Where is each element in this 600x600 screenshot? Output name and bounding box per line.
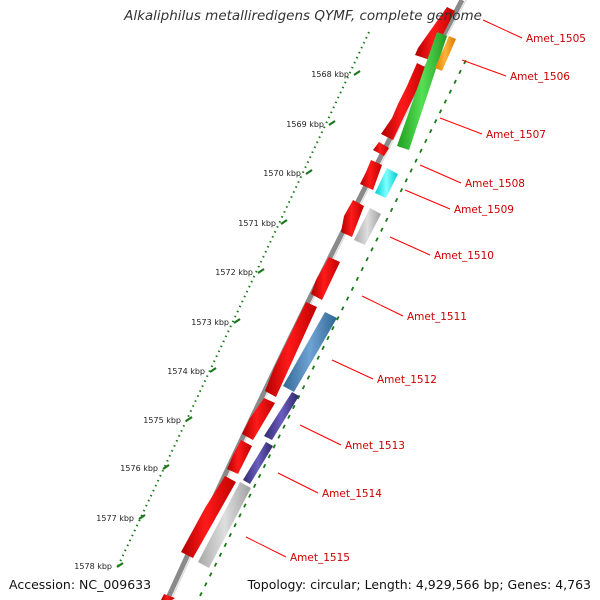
cds-arrow — [227, 440, 252, 474]
accession-label: Accession: NC_009633 — [9, 577, 152, 592]
tick-label: 1570 kbp — [263, 169, 301, 178]
leader-line — [419, 164, 462, 184]
gene-label: Amet_1508 — [465, 178, 525, 190]
tick-label: 1574 kbp — [167, 367, 205, 376]
cds-arrows — [161, 7, 455, 600]
tick-marks: 1568 kbp 1569 kbp 1570 kbp 1571 kbp 1572 kbp… — [74, 70, 361, 571]
leader-line — [461, 59, 507, 77]
tick-label: 1573 kbp — [191, 318, 229, 327]
feature-gray — [354, 208, 381, 245]
cds-arrow — [373, 142, 389, 156]
cds-arrow — [381, 63, 427, 140]
cds-arrow — [181, 476, 236, 558]
gene-label: Amet_1511 — [407, 311, 467, 323]
leader-line — [331, 359, 374, 380]
tick-mark — [233, 318, 241, 324]
tick-mark — [280, 219, 288, 225]
gene-label: Amet_1512 — [377, 374, 437, 386]
tick-mark — [209, 367, 217, 373]
feature-slate — [243, 442, 273, 484]
tick-label: 1568 kbp — [311, 70, 349, 79]
gene-label: Amet_1515 — [290, 552, 350, 564]
leader-line — [482, 19, 523, 39]
tick-mark — [162, 464, 170, 470]
gene-label: Amet_1510 — [434, 250, 494, 262]
cds-arrow — [161, 594, 175, 600]
gene-label: Amet_1514 — [322, 488, 382, 500]
cds-arrow — [415, 7, 455, 60]
inner-tick-ring — [199, 59, 467, 597]
feature-steelblue — [283, 312, 337, 392]
cds-arrow — [242, 398, 275, 440]
feature-gray — [198, 482, 251, 568]
tick-mark — [305, 169, 313, 175]
cds-arrow — [341, 200, 364, 237]
leader-line — [277, 472, 319, 494]
gene-label: Amet_1513 — [345, 440, 405, 452]
feature-cyan — [375, 168, 398, 198]
cds-arrow — [265, 302, 317, 397]
tick-label: 1578 kbp — [74, 562, 112, 571]
cds-arrow — [360, 160, 382, 190]
leader-line — [389, 236, 431, 256]
tick-label: 1576 kbp — [120, 464, 158, 473]
feature-green — [397, 32, 447, 150]
feature-bars — [198, 32, 456, 568]
leader-line — [404, 189, 451, 210]
tick-mark — [353, 70, 361, 76]
leader-line — [439, 117, 483, 135]
leader-lines — [245, 19, 523, 558]
map-title: Alkaliphilus metalliredigens QYMF, compl… — [124, 8, 482, 24]
feature-slate — [264, 392, 299, 440]
leader-line — [361, 295, 404, 317]
leader-line — [245, 536, 287, 558]
tick-label: 1577 kbp — [96, 514, 134, 523]
tick-label: 1575 kbp — [143, 416, 181, 425]
tick-mark — [138, 514, 146, 520]
tick-label: 1569 kbp — [286, 120, 324, 129]
tick-mark — [257, 268, 265, 274]
gene-label: Amet_1506 — [510, 71, 570, 83]
tick-mark — [328, 120, 336, 126]
leader-line — [299, 424, 342, 446]
gene-label: Amet_1507 — [486, 129, 546, 141]
gene-label: Amet_1509 — [454, 204, 514, 216]
gene-labels: Amet_1505 Amet_1506 Amet_1507 Amet_1508 Amet… — [290, 33, 586, 564]
gene-label: Amet_1505 — [526, 33, 586, 45]
tick-label: 1571 kbp — [238, 219, 276, 228]
tick-mark — [185, 416, 193, 422]
tick-mark — [116, 562, 124, 568]
summary-label: Topology: circular; Length: 4,929,566 bp… — [247, 577, 591, 592]
tick-label: 1572 kbp — [215, 268, 253, 277]
feature-orange — [435, 36, 456, 71]
cds-arrow — [311, 257, 340, 300]
